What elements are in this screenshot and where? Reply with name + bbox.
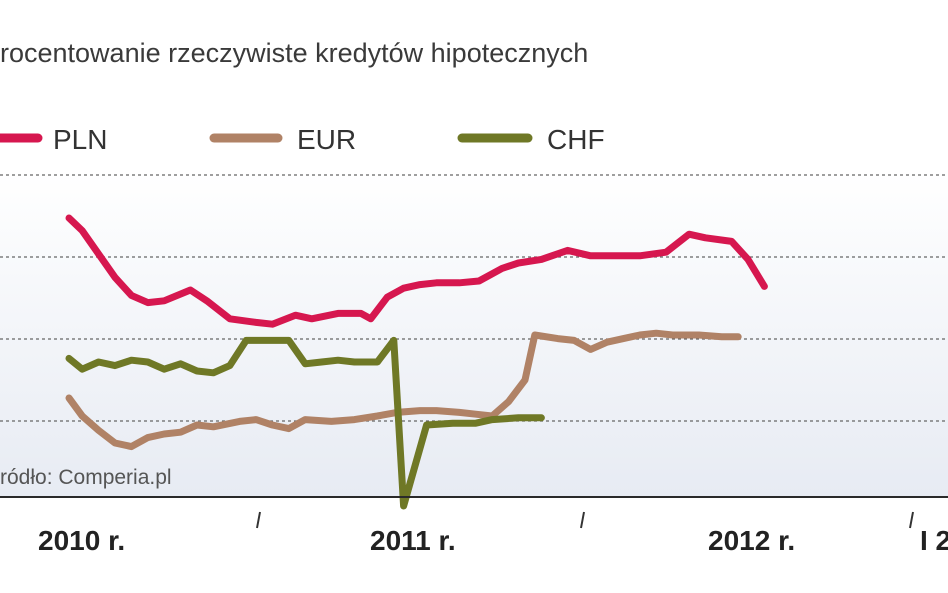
x-tick-label-2010: 2010 r. [38,525,125,556]
legend-label-chf: CHF [547,124,605,155]
series-line-chf [65,336,545,510]
x-tick-mark [909,511,914,529]
x-tick-mark [580,511,585,529]
plot-background [0,172,948,496]
legend-label-eur: EUR [297,124,356,155]
series-line-eur [65,329,742,451]
chart-title: rocentowanie rzeczywiste kredytów hipote… [0,38,588,68]
x-tick-mark [256,511,261,529]
x-tick-label-2012: 2012 r. [708,525,795,556]
legend-label-pln: PLN [53,124,107,155]
legend: PLN EUR CHF [0,124,605,155]
x-axis-ticks: 2010 r. 2011 r. 2012 r. I 2 [38,511,948,556]
x-tick-label-2011: 2011 r. [370,525,456,556]
series-line-pln [65,214,768,328]
x-tick-label-2013: I 2 [920,525,948,556]
source-label: ródło: Comperia.pl [0,466,172,489]
series-layer [65,214,768,510]
